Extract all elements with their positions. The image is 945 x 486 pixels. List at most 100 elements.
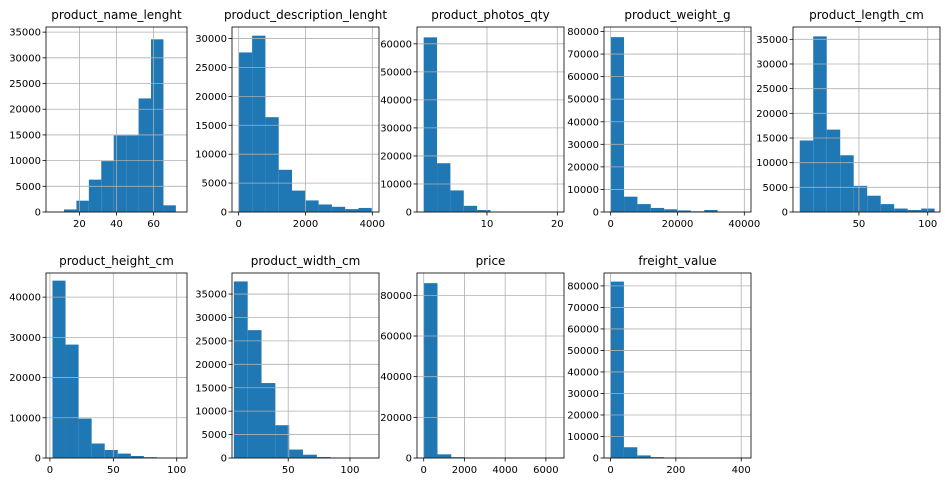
chart-1-ytick-label: 25000 <box>9 79 41 90</box>
chart-3-ytick-label: 60000 <box>380 39 412 50</box>
chart-5-xtick-label: 50 <box>853 219 866 230</box>
chart-3-ytick-label: 50000 <box>380 67 412 78</box>
chart-1-ytick-label: 30000 <box>9 53 41 64</box>
chart-4-bar-1 <box>611 37 624 212</box>
chart-5-ytick-label: 15000 <box>756 134 788 145</box>
chart-3-ytick-label: 0 <box>406 208 412 219</box>
chart-5-ytick-label: 5000 <box>763 183 788 194</box>
chart-4-ytick-label: 20000 <box>567 162 599 173</box>
chart-5-title: product_length_cm <box>809 8 924 22</box>
chart-4-bar-5 <box>664 209 677 212</box>
chart-5-xtick-label: 100 <box>918 219 937 230</box>
chart-7-bar-4 <box>275 425 289 458</box>
chart-1-bar-7 <box>126 135 138 212</box>
chart-6-ytick-label: 10000 <box>9 413 41 424</box>
chart-3-bar-2 <box>437 163 450 212</box>
chart-1-xtick-label: 20 <box>73 219 86 230</box>
chart-5-bar-5 <box>854 186 867 212</box>
chart-4-xtick-label: 0 <box>607 219 613 230</box>
chart-4-bar-2 <box>624 197 637 212</box>
chart-7-ytick-label: 20000 <box>195 360 227 371</box>
chart-8-xtick-label: 6000 <box>533 465 558 476</box>
chart-5-bar-4 <box>840 155 853 212</box>
chart-2-ytick-label: 30000 <box>195 34 227 45</box>
chart-5-ytick-label: 20000 <box>756 109 788 120</box>
chart-4-ytick-label: 70000 <box>567 50 599 61</box>
chart-4-ytick-label: 0 <box>593 208 599 219</box>
chart-2-bar-7 <box>319 204 332 212</box>
chart-8-ytick-label: 40000 <box>380 372 412 383</box>
chart-9-xtick-label: 200 <box>666 465 685 476</box>
chart-8-bar-2 <box>437 454 451 458</box>
chart-8-ytick-label: 20000 <box>380 413 412 424</box>
chart-7-ytick-label: 0 <box>221 454 227 465</box>
chart-4-ytick-label: 10000 <box>567 185 599 196</box>
chart-9-ytick-label: 30000 <box>567 389 599 400</box>
chart-3-xtick-label: 10 <box>481 219 494 230</box>
chart-6-bar-1 <box>52 281 65 458</box>
chart-2-ytick-label: 25000 <box>195 63 227 74</box>
chart-9-ytick-label: 70000 <box>567 303 599 314</box>
chart-6-title: product_height_cm <box>59 254 174 268</box>
chart-2-title: product_description_lenght <box>224 8 387 22</box>
chart-2-bar-2 <box>252 36 265 212</box>
chart-5-bar-2 <box>813 36 826 212</box>
chart-9-ytick-label: 20000 <box>567 410 599 421</box>
chart-9-bar-1 <box>611 282 624 458</box>
chart-9-ytick-label: 60000 <box>567 324 599 335</box>
chart-6-ytick-label: 40000 <box>9 293 41 304</box>
chart-7-bar-5 <box>289 450 303 458</box>
chart-2-bar-9 <box>345 209 358 212</box>
chart-1-bar-4 <box>89 180 101 212</box>
chart-1-xtick-label: 60 <box>147 219 160 230</box>
chart-2-xtick-label: 0 <box>235 219 241 230</box>
chart-1-bar-6 <box>114 135 126 212</box>
chart-3-bar-4 <box>464 206 477 212</box>
chart-6-bar-2 <box>66 345 79 458</box>
chart-3-ytick-label: 30000 <box>380 123 412 134</box>
chart-4-ytick-label: 30000 <box>567 140 599 151</box>
chart-9-bar-2 <box>624 447 637 458</box>
chart-9-title: freight_value <box>638 254 716 268</box>
chart-1-ytick-label: 0 <box>35 208 41 219</box>
chart-3-bar-1 <box>424 37 437 212</box>
chart-5-ytick-label: 35000 <box>756 35 788 46</box>
chart-7-ytick-label: 35000 <box>195 290 227 301</box>
chart-2-ytick-label: 0 <box>221 208 227 219</box>
chart-7-ytick-label: 30000 <box>195 313 227 324</box>
chart-6-xtick-label: 50 <box>107 465 120 476</box>
chart-8-xtick-label: 4000 <box>492 465 517 476</box>
chart-2-ytick-label: 15000 <box>195 121 227 132</box>
chart-3-title: product_photos_qty <box>431 8 549 22</box>
chart-7-xtick-label: 100 <box>340 465 359 476</box>
chart-7-title: product_width_cm <box>251 254 361 268</box>
chart-9-xtick-label: 0 <box>607 465 613 476</box>
chart-8-ytick-label: 0 <box>406 454 412 465</box>
chart-5-ytick-label: 10000 <box>756 158 788 169</box>
chart-5-bar-6 <box>867 196 880 212</box>
chart-2-xtick-label: 2000 <box>293 219 318 230</box>
chart-1-bar-8 <box>139 98 151 212</box>
chart-4-ytick-label: 60000 <box>567 72 599 83</box>
chart-2-bar-8 <box>332 207 345 212</box>
chart-7-bar-2 <box>248 330 262 458</box>
chart-4-ytick-label: 50000 <box>567 95 599 106</box>
chart-9-xtick-label: 400 <box>732 465 751 476</box>
chart-2-bar-3 <box>265 117 278 212</box>
chart-5-bar-3 <box>827 130 840 212</box>
chart-6-bar-5 <box>105 450 118 458</box>
chart-8-bar-1 <box>424 283 438 458</box>
chart-8-xtick-label: 0 <box>421 465 427 476</box>
chart-1-ytick-label: 35000 <box>9 28 41 39</box>
chart-5-ytick-label: 0 <box>782 208 788 219</box>
chart-1-ytick-label: 15000 <box>9 130 41 141</box>
chart-8-title: price <box>476 254 506 268</box>
chart-6-ytick-label: 20000 <box>9 373 41 384</box>
chart-7-ytick-label: 15000 <box>195 383 227 394</box>
chart-4-title: product_weight_g <box>624 8 730 22</box>
chart-1-bar-10 <box>163 205 175 212</box>
chart-2-bar-5 <box>292 191 305 212</box>
chart-2-bar-1 <box>239 52 252 212</box>
chart-8-xtick-label: 2000 <box>452 465 477 476</box>
